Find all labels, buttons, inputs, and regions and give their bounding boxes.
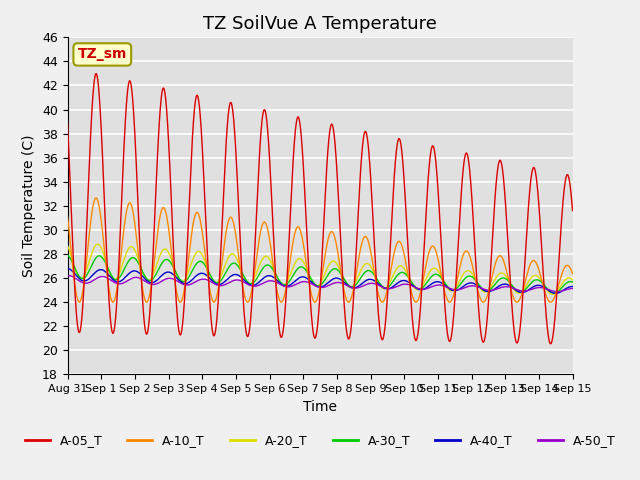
Legend: A-05_T, A-10_T, A-20_T, A-30_T, A-40_T, A-50_T: A-05_T, A-10_T, A-20_T, A-30_T, A-40_T, … (19, 430, 621, 453)
Y-axis label: Soil Temperature (C): Soil Temperature (C) (22, 134, 36, 277)
Title: TZ SoilVue A Temperature: TZ SoilVue A Temperature (203, 15, 437, 33)
Text: TZ_sm: TZ_sm (77, 48, 127, 61)
X-axis label: Time: Time (303, 400, 337, 414)
